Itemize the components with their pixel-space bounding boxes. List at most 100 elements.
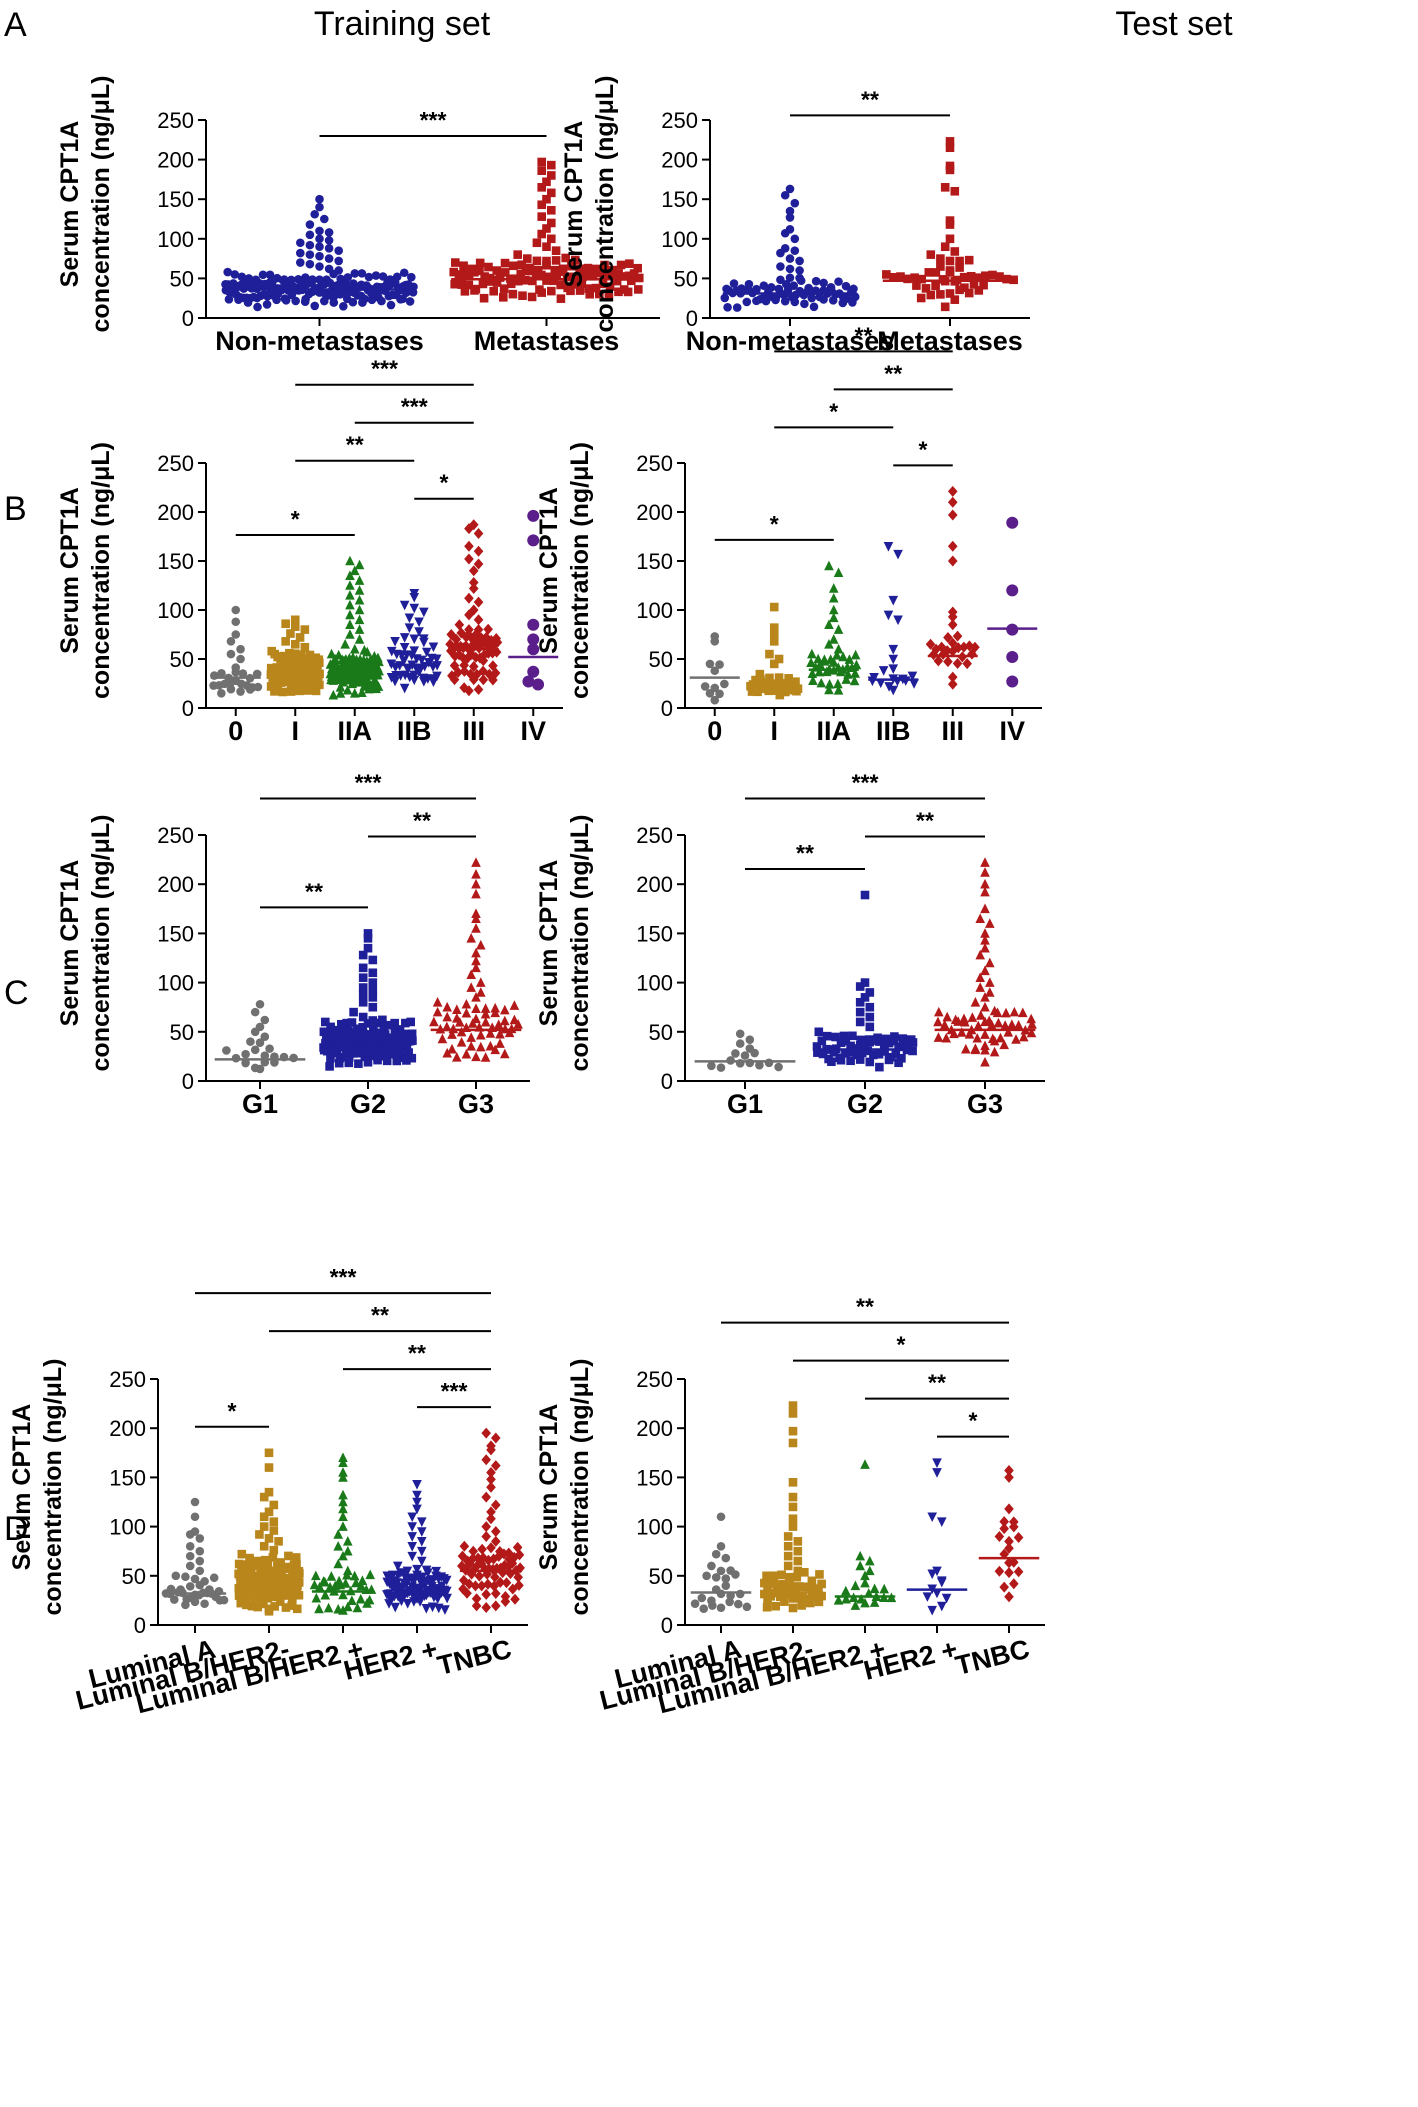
data-point [460,287,470,296]
data-point [532,238,542,248]
data-point [956,1027,967,1037]
data-point [349,643,360,654]
data-point [281,619,290,629]
data-point [552,270,562,280]
data-point [811,276,821,286]
data-point [634,285,643,294]
data-point [453,666,463,678]
data-point [473,528,484,540]
data-point [464,540,474,552]
y-axis-label-line2: concentration (ng/μL) [591,76,619,333]
data-point [345,619,355,629]
data-point [894,1042,903,1052]
data-point [356,1580,366,1591]
data-point [342,1569,352,1580]
y-tick-label: 200 [157,148,194,173]
data-point [814,1597,824,1607]
series-III [445,519,503,697]
data-point [909,679,919,689]
data-point [945,137,955,146]
data-point [390,637,400,647]
data-point [402,1578,412,1588]
data-point [752,285,761,295]
data-point [467,1018,478,1028]
data-point [952,630,963,642]
data-point [398,1568,409,1579]
data-point [527,665,540,678]
data-point [499,293,508,302]
data-point [255,1530,264,1539]
data-point [357,1575,368,1585]
data-point [947,496,958,508]
data-point [476,1580,487,1592]
data-point [413,667,424,678]
data-point [169,1595,179,1604]
data-point [732,303,742,312]
data-point [392,1578,402,1588]
data-point [300,297,310,307]
data-point [395,1025,405,1034]
data-point [314,1603,324,1614]
data-point [351,1577,361,1588]
data-point [624,271,634,281]
data-point [223,267,232,277]
data-point [491,1535,501,1547]
data-point [760,1589,769,1599]
data-point [1007,1019,1017,1030]
data-point [263,1561,273,1571]
data-point [883,610,894,621]
data-point [729,279,739,288]
data-point [399,683,410,694]
data-point [236,687,245,696]
data-point [309,1579,320,1590]
data-point [780,190,790,200]
data-point [764,1058,774,1068]
data-point [476,987,486,997]
panel-label-d: D [4,1510,29,1548]
data-point [238,669,248,678]
series-G3 [933,857,1037,1067]
data-point [473,558,484,570]
data-point [710,637,720,646]
y-tick-label: 250 [157,451,194,476]
data-point [884,1055,894,1065]
significance-label: ** [928,1370,946,1396]
data-point [514,1579,524,1591]
data-point [940,302,950,312]
data-point [855,1017,865,1027]
data-point [406,1017,415,1027]
data-point [305,250,315,259]
data-point [551,256,561,265]
data-point [800,299,809,309]
data-point [371,683,381,694]
data-point [824,679,835,689]
y-tick-label: 250 [636,823,673,848]
data-point [344,1058,354,1068]
data-point [517,260,526,270]
y-tick-label: 0 [134,1613,146,1638]
data-point [1013,1566,1024,1578]
data-point [466,933,476,943]
data-point [928,649,939,661]
data-point [964,288,974,298]
data-point [547,286,556,296]
data-point [1004,1535,1014,1547]
data-point [950,247,960,256]
data-point [368,993,378,1002]
data-point [838,651,848,662]
data-point [338,1550,348,1561]
data-point [705,659,715,669]
data-point [432,996,443,1007]
data-point [491,1588,501,1600]
data-point [457,1560,467,1572]
data-point [259,1522,269,1531]
category-label: 0 [228,716,243,746]
significance-label: ** [408,1340,426,1366]
data-point [516,269,526,279]
data-point [780,228,790,238]
data-point [759,281,769,291]
data-point [742,297,752,307]
data-point [401,1018,410,1028]
data-point [521,266,531,276]
data-point [288,1596,297,1605]
